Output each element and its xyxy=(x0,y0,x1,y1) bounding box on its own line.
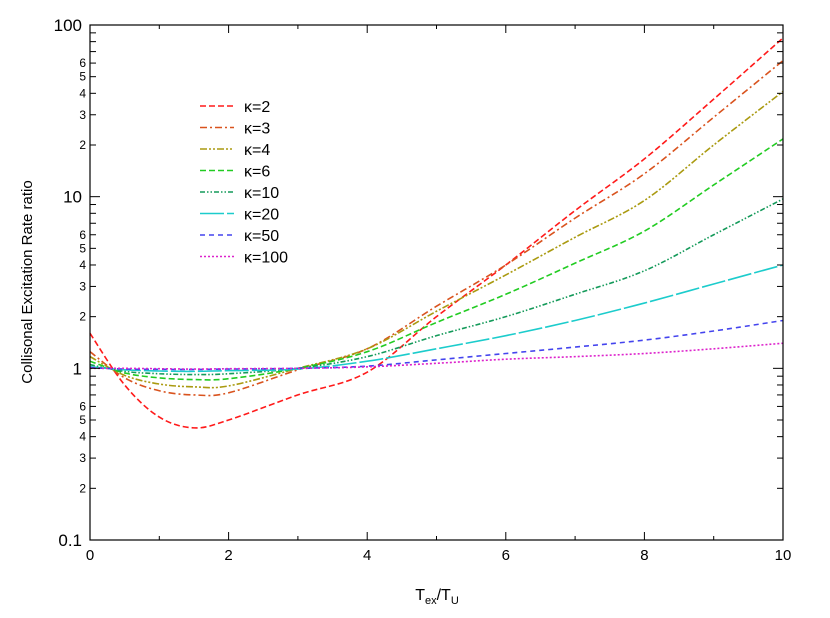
y-minor-tick-label: 3 xyxy=(79,451,86,465)
y-tick-label: 1 xyxy=(73,359,82,378)
series-line-20 xyxy=(89,264,784,373)
y-minor-tick-label: 6 xyxy=(79,399,86,413)
series-line-3 xyxy=(89,60,784,397)
x-tick-label: 0 xyxy=(86,547,94,564)
legend-label: κ=10 xyxy=(244,185,279,202)
x-tick-label: 2 xyxy=(224,547,232,564)
y-minor-tick-label: 2 xyxy=(79,138,86,152)
y-tick-label: 100 xyxy=(54,16,82,35)
y-minor-tick-label: 5 xyxy=(79,413,86,427)
legend-label: κ=100 xyxy=(244,250,288,267)
series-line-6 xyxy=(89,138,784,381)
y-minor-tick-label: 4 xyxy=(79,86,86,100)
y-minor-tick-label: 3 xyxy=(79,108,86,122)
series-line-10 xyxy=(89,198,784,376)
legend-label: κ=6 xyxy=(244,164,270,181)
y-tick-label: 10 xyxy=(63,188,82,207)
series-line-50 xyxy=(89,319,784,371)
legend: κ=2 κ=3 κ=4 κ=6 κ=10 κ=20 κ=50 κ=100 xyxy=(200,99,288,267)
y-tick-label: 0.1 xyxy=(58,531,82,550)
series-line-4 xyxy=(89,90,784,389)
x-tick-label: 4 xyxy=(363,547,371,564)
y-minor-tick-label: 5 xyxy=(79,241,86,255)
y-minor-tick-label: 5 xyxy=(79,70,86,84)
x-tick-label: 8 xyxy=(640,547,648,564)
y-minor-tick-label: 3 xyxy=(79,279,86,293)
x-tick-label: 6 xyxy=(502,547,510,564)
series-line-2 xyxy=(89,37,784,429)
series-line-100 xyxy=(89,342,784,370)
legend-label: κ=50 xyxy=(244,228,279,245)
legend-label: κ=3 xyxy=(244,121,270,138)
y-minor-tick-label: 2 xyxy=(79,481,86,495)
plot-frame xyxy=(89,24,784,541)
y-minor-tick-label: 6 xyxy=(79,228,86,242)
y-minor-tick-label: 4 xyxy=(79,430,86,444)
y-axis-label: Collisonal Excitation Rate ratio xyxy=(19,180,36,383)
y-minor-tick-label: 4 xyxy=(79,258,86,272)
x-tick-label: 10 xyxy=(775,547,792,564)
y-minor-tick-label: 2 xyxy=(79,310,86,324)
x-axis-label: Tex/TU xyxy=(415,587,459,607)
legend-label: κ=20 xyxy=(244,207,279,224)
y-minor-tick-label: 6 xyxy=(79,56,86,70)
legend-label: κ=2 xyxy=(244,99,270,116)
series-lines xyxy=(89,37,784,429)
legend-label: κ=4 xyxy=(244,142,270,159)
